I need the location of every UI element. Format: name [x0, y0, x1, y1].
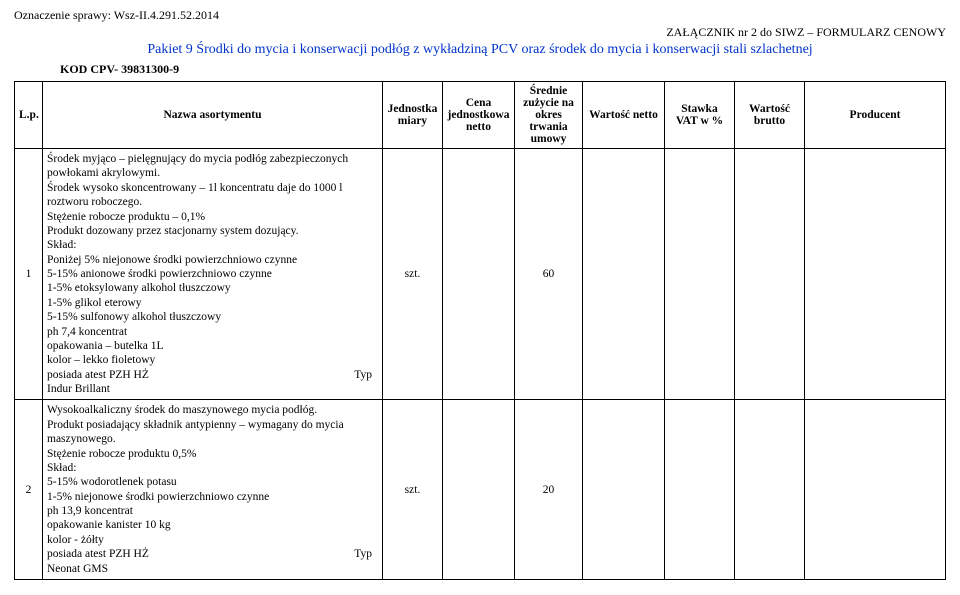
cell-cena	[443, 400, 515, 580]
name-line: 1-5% etoksylowany alkohol tłuszczowy	[47, 281, 378, 295]
name-line: 5-15% anionowe środki powierzchniowo czy…	[47, 267, 378, 281]
cell-vat	[665, 400, 735, 580]
name-line: Środek wysoko skoncentrowany – 1l koncen…	[47, 181, 378, 210]
name-line: Skład:	[47, 238, 378, 252]
col-lp: L.p.	[15, 82, 43, 149]
name-line: Produkt dozowany przez stacjonarny syste…	[47, 224, 378, 238]
name-line: posiada atest PZH HŻTyp	[47, 368, 378, 382]
name-line: Stężenie robocze produktu – 0,1%	[47, 210, 378, 224]
name-line: 5-15% wodorotlenek potasu	[47, 475, 378, 489]
name-line: Środek myjąco – pielęgnujący do mycia po…	[47, 152, 378, 181]
name-line: Neonat GMS	[47, 562, 378, 576]
col-zuzycie: Średnie zużycie na okres trwania umowy	[515, 82, 583, 149]
name-line: Indur Brillant	[47, 382, 378, 396]
cell-wb	[735, 400, 805, 580]
name-line: 1-5% glikol eterowy	[47, 296, 378, 310]
cell-jm: szt.	[383, 400, 443, 580]
name-line: Wysokoalkaliczny środek do maszynowego m…	[47, 403, 378, 417]
typ-label: Typ	[354, 368, 378, 382]
name-line: posiada atest PZH HŻTyp	[47, 547, 378, 561]
table-row: 1Środek myjąco – pielęgnujący do mycia p…	[15, 149, 946, 400]
name-line: kolor – lekko fioletowy	[47, 353, 378, 367]
name-line: kolor - żółty	[47, 533, 378, 547]
cell-lp: 1	[15, 149, 43, 400]
col-name: Nazwa asortymentu	[43, 82, 383, 149]
price-table: L.p. Nazwa asortymentu Jednostka miary C…	[14, 81, 946, 580]
typ-label: Typ	[354, 547, 378, 561]
name-line: Stężenie robocze produktu 0,5%	[47, 447, 378, 461]
name-line: opakowania – butelka 1L	[47, 339, 378, 353]
name-line: ph 7,4 koncentrat	[47, 325, 378, 339]
col-wn: Wartość netto	[583, 82, 665, 149]
col-jm: Jednostka miary	[383, 82, 443, 149]
col-wb: Wartość brutto	[735, 82, 805, 149]
name-line: Produkt posiadający składnik antypienny …	[47, 418, 378, 447]
name-line: Poniżej 5% niejonowe środki powierzchnio…	[47, 253, 378, 267]
name-line: Skład:	[47, 461, 378, 475]
cell-lp: 2	[15, 400, 43, 580]
col-vat: Stawka VAT w %	[665, 82, 735, 149]
name-line: 5-15% sulfonowy alkohol tłuszczowy	[47, 310, 378, 324]
package-title: Pakiet 9 Środki do mycia i konserwacji p…	[14, 42, 946, 58]
cell-name: Środek myjąco – pielęgnujący do mycia po…	[43, 149, 383, 400]
cell-name: Wysokoalkaliczny środek do maszynowego m…	[43, 400, 383, 580]
cell-wb	[735, 149, 805, 400]
table-row: 2 Wysokoalkaliczny środek do maszynowego …	[15, 400, 946, 580]
cell-vat	[665, 149, 735, 400]
cell-prod	[805, 400, 946, 580]
name-line: opakowanie kanister 10 kg	[47, 518, 378, 532]
name-line: ph 13,9 koncentrat	[47, 504, 378, 518]
cell-jm: szt.	[383, 149, 443, 400]
cell-cena	[443, 149, 515, 400]
case-label: Oznaczenie sprawy: Wsz-II.4.291.52.2014	[14, 8, 946, 23]
table-header-row: L.p. Nazwa asortymentu Jednostka miary C…	[15, 82, 946, 149]
col-prod: Producent	[805, 82, 946, 149]
cell-wn	[583, 400, 665, 580]
cell-zuzycie: 20	[515, 400, 583, 580]
cell-zuzycie: 60	[515, 149, 583, 400]
cell-wn	[583, 149, 665, 400]
cpv-code: KOD CPV- 39831300-9	[60, 62, 946, 77]
cell-prod	[805, 149, 946, 400]
attachment-label: ZAŁĄCZNIK nr 2 do SIWZ – FORMULARZ CENOW…	[14, 25, 946, 40]
col-cena: Cena jednostkowa netto	[443, 82, 515, 149]
name-line: 1-5% niejonowe środki powierzchniowo czy…	[47, 490, 378, 504]
